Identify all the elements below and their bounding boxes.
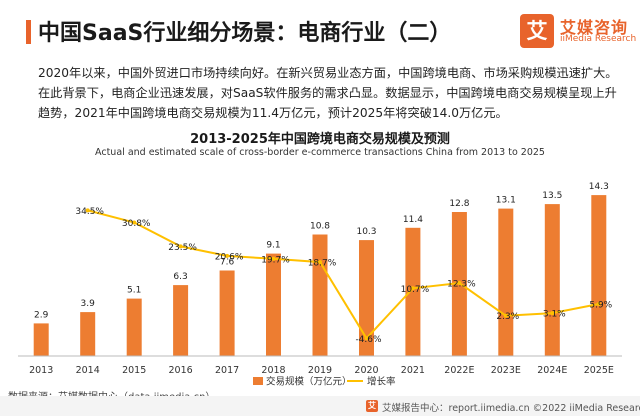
bars-layer: [33, 195, 607, 357]
x-tick-label: 2025E: [584, 365, 614, 376]
growth-point-2014: [85, 208, 90, 213]
bar-2024E: [544, 204, 560, 356]
chart-title: 2013-2025年中国跨境电商交易规模及预测: [190, 132, 450, 147]
page-title: 中国SaaS行业细分场景：电商行业（二）: [38, 21, 452, 46]
growth-point-2016: [178, 244, 183, 249]
bar-2019: [312, 234, 328, 356]
brand-logo-mark: 艾: [520, 14, 554, 48]
bar-2014: [80, 312, 96, 356]
bar-2015: [126, 298, 142, 356]
growth-point-2018: [271, 256, 276, 261]
growth-rate-label: 10.7%: [401, 285, 430, 295]
growth-point-2019: [318, 260, 322, 265]
growth-point-2025E: [596, 302, 601, 306]
growth-point-2020: [364, 336, 369, 341]
intro-paragraph: 2020年以来，中国外贸进口市场持续向好。在新兴贸易业态方面，中国跨境电商、市场…: [38, 66, 618, 120]
growth-rate-label: 30.8%: [122, 219, 151, 229]
bar-2016: [173, 285, 189, 356]
title-accent-bar: [26, 20, 31, 44]
chart-subtitle: Actual and estimated scale of cross-bord…: [95, 147, 545, 158]
growth-rate-label: -4.6%: [355, 335, 382, 345]
growth-rate-label: 18.7%: [308, 259, 337, 269]
bar-value-label: 13.1: [496, 196, 516, 206]
bar-value-label: 3.9: [81, 299, 96, 309]
bar-value-label: 2.9: [34, 310, 49, 320]
x-tick-label: 2017: [215, 365, 239, 376]
growth-rate-label: 3.1%: [543, 310, 566, 320]
bar-2017: [219, 270, 235, 356]
bar-value-label: 9.1: [266, 241, 280, 251]
x-tick-label: 2020: [354, 365, 378, 376]
growth-rate-line: [87, 209, 599, 340]
chart-area: 2.9 3.9 5.1 6.3 7.6 9.1 10.8 10.3 11.4 12.8 13.1 13…: [18, 182, 622, 388]
bar-value-label: 10.8: [310, 222, 330, 232]
growth-rate-label: 34.5%: [75, 207, 104, 217]
bar-2023E: [498, 208, 514, 356]
header: 中国SaaS行业细分场景：电商行业（二）: [0, 0, 640, 54]
legend-bar-label: 交易规模（万亿元）: [266, 376, 352, 388]
line-layer: [85, 208, 601, 341]
x-tick-label: 2013: [29, 365, 53, 376]
growth-rate-label: 2.3%: [496, 312, 519, 322]
bar-value-label: 12.8: [449, 199, 469, 209]
growth-point-2017: [225, 253, 230, 258]
footer-text: 艾媒报告中心：report.iimedia.cn ©2022 iiMedia R…: [382, 403, 640, 414]
x-tick-label: 2021: [401, 365, 425, 376]
legend-bar-swatch: [253, 377, 263, 385]
footer-logo-icon: 艾: [366, 400, 378, 412]
bar-2013: [33, 323, 49, 356]
x-tick-label: 2015: [122, 365, 146, 376]
growth-point-2024E: [550, 311, 555, 316]
axis-layer: 2013 2014 2015 2016 2017 2018 2019 2020 2021 2022…: [18, 355, 622, 376]
bar-value-label: 6.3: [173, 272, 187, 282]
bar-value-label: 11.4: [403, 215, 423, 225]
x-tick-label: 2014: [76, 365, 100, 376]
bar-value-label: 10.3: [356, 227, 376, 237]
footer: 艾 艾媒报告中心：report.iimedia.cn ©2022 iiMedia…: [0, 396, 640, 416]
bar-2020: [359, 240, 374, 356]
growth-rate-label: 12.3%: [447, 280, 476, 290]
bar-2021: [405, 227, 421, 357]
labels-layer: 2.9 3.9 5.1 6.3 7.6 9.1 10.8 10.3 11.4 12.8 13.1 13…: [34, 182, 613, 345]
bar-value-label: 14.3: [589, 182, 609, 192]
growth-point-2022E: [457, 281, 462, 285]
growth-point-2021: [410, 286, 415, 291]
x-tick-label: 2024E: [537, 365, 567, 376]
bar-value-label: 7.6: [220, 258, 235, 268]
x-tick-label: 2022E: [444, 365, 474, 376]
growth-rate-label: 20.6%: [215, 252, 244, 262]
x-tick-label: 2016: [169, 365, 193, 376]
bar-2025E: [591, 195, 607, 356]
growth-rate-label: 5.9%: [589, 301, 612, 311]
brand-logo-name: 艾媒咨询: [560, 18, 629, 37]
growth-point-2015: [132, 220, 137, 225]
legend-line-label: 增长率: [367, 376, 396, 388]
legend: 交易规模（万亿元） 增长率: [253, 376, 396, 388]
growth-point-2023E: [503, 313, 508, 318]
x-tick-label: 2018: [261, 365, 285, 376]
growth-rate-label: 23.5%: [168, 243, 197, 253]
x-tick-label: 2023E: [491, 365, 521, 376]
x-tick-label: 2019: [308, 365, 332, 376]
brand-logo[interactable]: 艾 艾媒咨询 iiMedia Research: [520, 12, 637, 50]
growth-rate-label: 19.7%: [261, 255, 290, 265]
bar-value-label: 13.5: [542, 191, 562, 201]
bar-value-label: 5.1: [127, 286, 141, 296]
brand-logo-subtitle: iiMedia Research: [560, 34, 637, 44]
bar-2018: [266, 253, 281, 356]
